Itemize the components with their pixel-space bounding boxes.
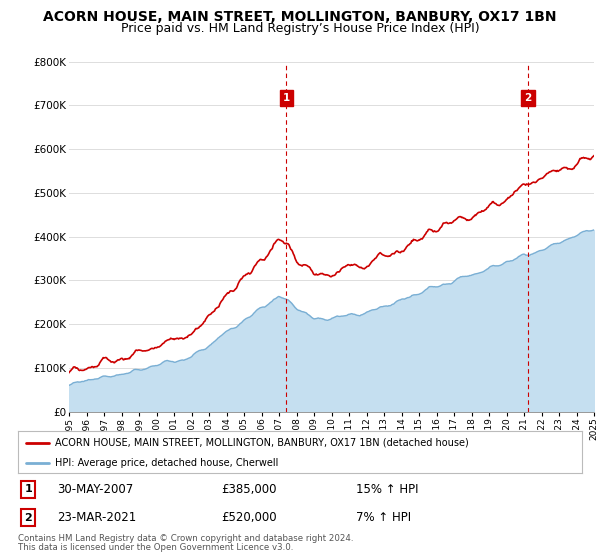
Text: £385,000: £385,000	[221, 483, 277, 496]
Text: 1: 1	[24, 484, 32, 494]
Text: 15% ↑ HPI: 15% ↑ HPI	[356, 483, 419, 496]
Text: 2: 2	[524, 94, 532, 104]
Text: 2: 2	[24, 513, 32, 522]
Text: ACORN HOUSE, MAIN STREET, MOLLINGTON, BANBURY, OX17 1BN (detached house): ACORN HOUSE, MAIN STREET, MOLLINGTON, BA…	[55, 437, 469, 447]
Text: 1: 1	[283, 94, 290, 104]
Text: £520,000: £520,000	[221, 511, 277, 524]
Text: This data is licensed under the Open Government Licence v3.0.: This data is licensed under the Open Gov…	[18, 543, 293, 552]
Text: HPI: Average price, detached house, Cherwell: HPI: Average price, detached house, Cher…	[55, 458, 278, 468]
Text: Price paid vs. HM Land Registry’s House Price Index (HPI): Price paid vs. HM Land Registry’s House …	[121, 22, 479, 35]
Text: 7% ↑ HPI: 7% ↑ HPI	[356, 511, 412, 524]
Text: ACORN HOUSE, MAIN STREET, MOLLINGTON, BANBURY, OX17 1BN: ACORN HOUSE, MAIN STREET, MOLLINGTON, BA…	[43, 10, 557, 24]
Text: Contains HM Land Registry data © Crown copyright and database right 2024.: Contains HM Land Registry data © Crown c…	[18, 534, 353, 543]
Text: 23-MAR-2021: 23-MAR-2021	[58, 511, 137, 524]
Text: 30-MAY-2007: 30-MAY-2007	[58, 483, 134, 496]
